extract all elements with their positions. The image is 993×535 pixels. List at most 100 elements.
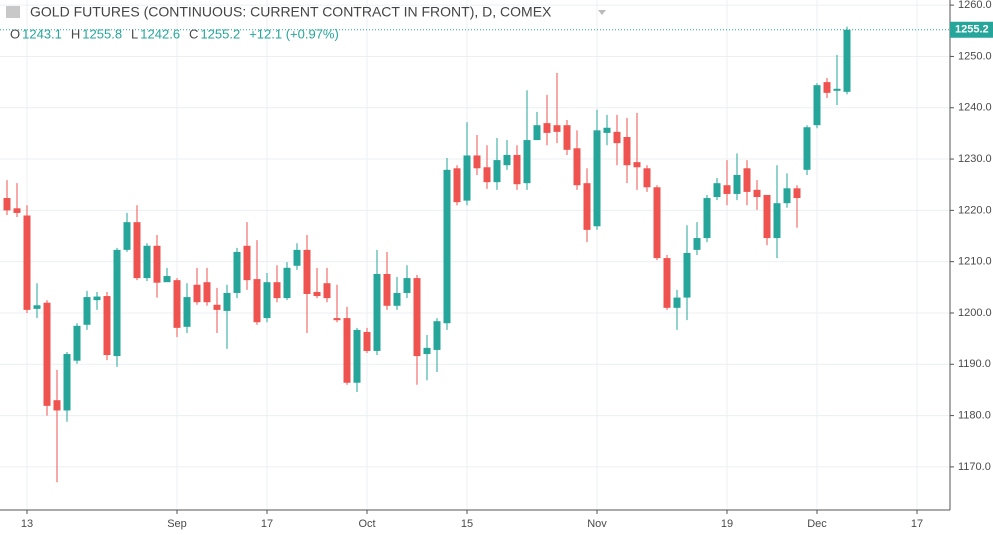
candle-body	[113, 249, 121, 357]
candle-body	[503, 154, 511, 166]
candle-body	[723, 185, 731, 194]
x-tick-label: Dec	[807, 518, 827, 530]
candle-body	[23, 215, 31, 310]
legend-label: H	[71, 26, 80, 41]
candle-body	[383, 273, 391, 306]
candle-body	[123, 222, 131, 250]
candle-body	[223, 292, 231, 311]
candle-body	[183, 297, 191, 327]
candle-body	[483, 167, 491, 183]
candle-body	[443, 169, 451, 324]
candle-body	[283, 267, 291, 299]
candle-body	[83, 297, 91, 325]
legend-label: L	[131, 26, 138, 41]
candle-body	[193, 284, 201, 303]
candle-body	[763, 194, 771, 239]
y-tick-label: 1190.0	[958, 358, 991, 370]
x-tick-label: 17	[911, 518, 923, 530]
legend-value: 1255.8	[82, 26, 122, 41]
y-tick-label: 1210.0	[958, 256, 992, 268]
candle-body	[73, 325, 81, 361]
candle-body	[513, 154, 521, 185]
candle-body	[633, 162, 641, 168]
candle-body	[473, 155, 481, 169]
candle-body	[793, 188, 801, 199]
candle-body	[843, 29, 851, 92]
candle-body	[663, 258, 671, 308]
candle-body	[623, 136, 631, 166]
x-tick-label: 13	[21, 518, 33, 530]
y-tick-label: 1180.0	[958, 409, 991, 421]
legend-value: 1255.2	[200, 26, 240, 41]
candle-body	[693, 238, 701, 250]
candle-body	[753, 189, 761, 198]
candle-body	[553, 125, 561, 132]
price-label-box	[950, 21, 993, 38]
candle-body	[833, 88, 841, 91]
candle-body	[103, 296, 111, 356]
candle-body	[613, 131, 621, 144]
candle-body	[3, 198, 11, 211]
symbol-icon	[6, 6, 20, 18]
candle-body	[423, 347, 431, 355]
change-label: +12.1 (+0.97%)	[249, 26, 339, 41]
legend-label: O	[10, 26, 20, 41]
candle-body	[303, 249, 311, 294]
candle-body	[263, 282, 271, 319]
candle-body	[133, 222, 141, 279]
candle-body	[43, 302, 51, 406]
candle-body	[33, 305, 41, 309]
candle-body	[783, 188, 791, 204]
candle-body	[413, 278, 421, 357]
candle-body	[353, 329, 361, 383]
candle-body	[163, 276, 171, 283]
candle-body	[523, 140, 531, 184]
candle-body	[803, 127, 811, 170]
y-tick-label: 1230.0	[958, 153, 992, 165]
x-tick-label: 19	[721, 518, 733, 530]
y-tick-label: 1240.0	[958, 102, 992, 114]
legend-value: 1243.1	[22, 26, 62, 41]
candle-body	[463, 155, 471, 201]
candle-body	[563, 125, 571, 150]
dropdown-arrow	[598, 10, 606, 15]
candle-body	[293, 249, 301, 266]
price-label: 1255.2	[955, 24, 989, 36]
candle-body	[173, 280, 181, 328]
candle-body	[673, 297, 681, 308]
x-tick-label: 15	[461, 518, 473, 530]
candle-body	[393, 292, 401, 306]
candle-body	[583, 183, 591, 230]
y-tick-label: 1200.0	[958, 307, 992, 319]
x-tick-label: Sep	[167, 518, 187, 530]
candle-body	[373, 273, 381, 351]
candle-body	[213, 304, 221, 310]
chart-title: GOLD FUTURES (CONTINUOUS: CURRENT CONTRA…	[30, 4, 552, 20]
x-tick-label: 17	[261, 518, 273, 530]
candle-body	[653, 187, 661, 259]
candle-body	[573, 148, 581, 186]
candle-body	[823, 82, 831, 93]
candle-body	[233, 251, 241, 293]
candle-body	[243, 245, 251, 281]
candle-body	[403, 278, 411, 293]
candle-body	[643, 168, 651, 188]
candle-body	[143, 245, 151, 279]
candle-body	[53, 400, 61, 411]
candle-body	[253, 279, 261, 323]
candle-body	[603, 127, 611, 133]
candle-body	[593, 130, 601, 227]
x-tick-label: Oct	[358, 518, 375, 530]
candle-body	[93, 296, 101, 301]
y-tick-label: 1250.0	[958, 50, 992, 62]
candle-body	[273, 282, 281, 299]
candle-body	[153, 245, 161, 283]
candle-body	[683, 252, 691, 298]
candle-body	[493, 160, 501, 183]
candle-body	[743, 168, 751, 192]
candle-body	[433, 321, 441, 350]
y-tick-label: 1260.0	[958, 0, 992, 11]
candle-body	[333, 318, 341, 321]
